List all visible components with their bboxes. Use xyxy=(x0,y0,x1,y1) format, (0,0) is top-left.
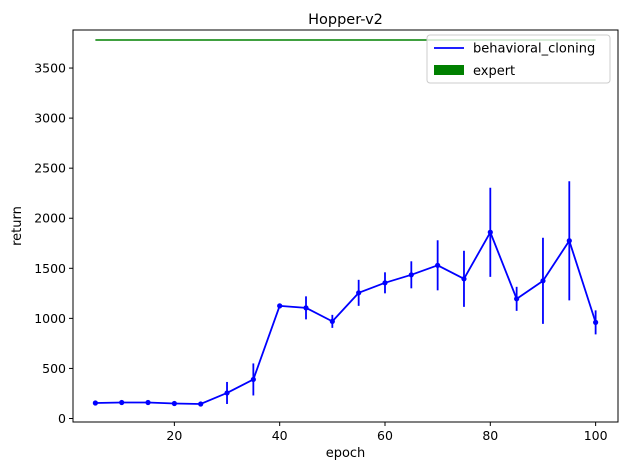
data-point-55 xyxy=(356,290,362,296)
data-point-75 xyxy=(461,276,467,282)
y-tick-label-500: 500 xyxy=(42,361,66,376)
data-point-70 xyxy=(435,262,441,268)
x-tick-label-40: 40 xyxy=(272,428,288,443)
data-point-65 xyxy=(408,272,414,278)
chart-title: Hopper-v2 xyxy=(308,12,383,28)
y-tick-label-0: 0 xyxy=(58,411,66,426)
x-tick-label-60: 60 xyxy=(377,428,393,443)
data-point-25 xyxy=(198,401,204,407)
data-point-90 xyxy=(540,278,546,284)
data-point-10 xyxy=(119,399,125,406)
legend-box xyxy=(426,34,611,84)
data-point-40 xyxy=(277,303,283,309)
x-tick-label-80: 80 xyxy=(482,428,498,443)
legend-patch-expert xyxy=(434,65,464,75)
y-tick-label-2500: 2500 xyxy=(34,161,66,176)
y-tick-label-3500: 3500 xyxy=(34,61,66,76)
data-point-30 xyxy=(224,390,230,396)
data-point-100 xyxy=(593,319,599,325)
x-tick-label-20: 20 xyxy=(166,428,182,443)
legend-label-behavioral-cloning: behavioral_cloning xyxy=(473,42,595,57)
series-line-behavioral-cloning xyxy=(95,231,597,405)
data-point-5 xyxy=(92,400,98,406)
data-point-80 xyxy=(487,229,493,235)
data-point-15 xyxy=(145,399,151,406)
y-tick-label-1000: 1000 xyxy=(34,311,66,326)
y-tick-label-1500: 1500 xyxy=(34,261,66,276)
data-point-35 xyxy=(250,376,256,383)
data-point-45 xyxy=(303,305,309,311)
y-tick-label-2000: 2000 xyxy=(34,211,66,226)
plot-marks xyxy=(92,39,599,407)
legend: behavioral_cloning expert xyxy=(426,34,611,84)
legend-label-expert: expert xyxy=(473,64,515,79)
data-point-85 xyxy=(514,296,520,302)
y-axis-label: return xyxy=(10,206,25,246)
y-tick-label-3000: 3000 xyxy=(34,111,66,126)
data-point-60 xyxy=(382,280,388,286)
data-point-50 xyxy=(329,318,335,324)
data-point-95 xyxy=(566,238,572,244)
x-axis-label: epoch xyxy=(326,446,366,461)
data-point-20 xyxy=(171,400,177,407)
x-tick-label-100: 100 xyxy=(584,428,608,443)
axes-frame xyxy=(72,29,619,423)
